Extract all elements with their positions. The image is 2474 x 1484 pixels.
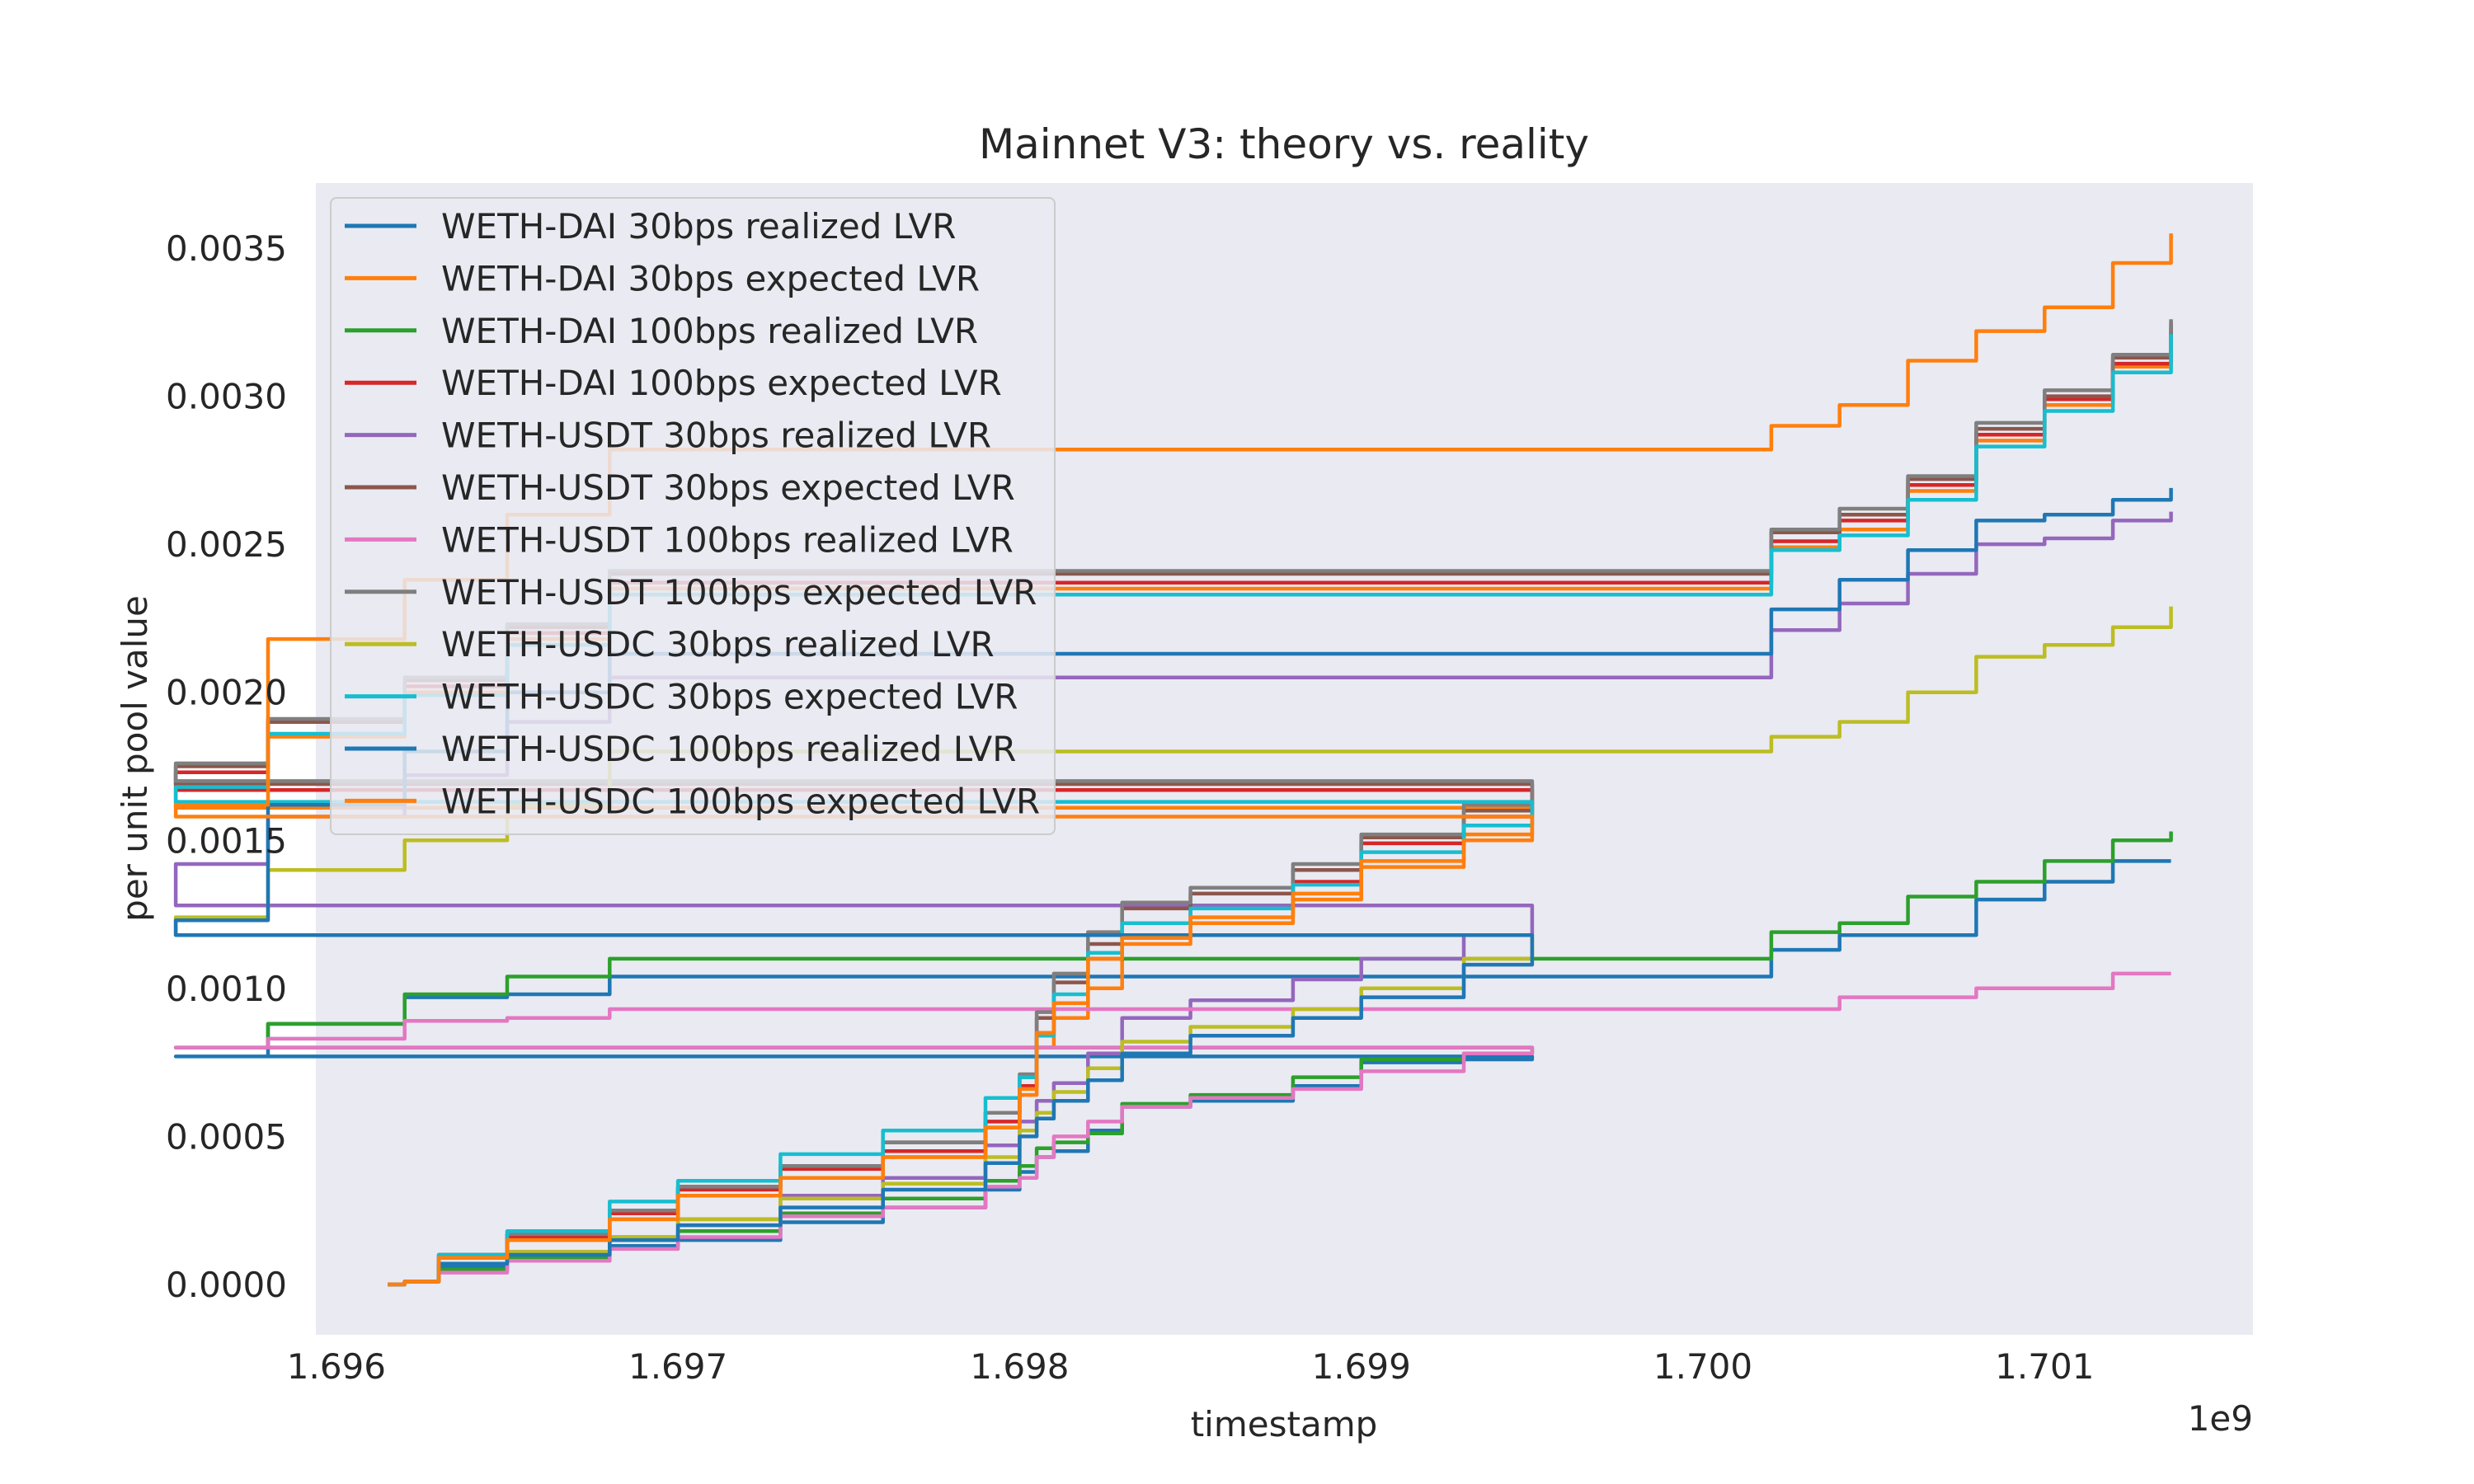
x-tick-labels: 1.696 1.697 1.698 1.699 1.700 1.701 [287, 1346, 2095, 1387]
chart-title: Mainnet V3: theory vs. reality [979, 120, 1589, 168]
x-tick-label: 1.697 [628, 1346, 727, 1387]
legend-box [330, 197, 1056, 835]
x-tick-label: 1.698 [970, 1346, 1069, 1387]
legend-label-1: WETH-DAI 30bps expected LVR [441, 258, 980, 298]
y-tick-label: 0.0015 [166, 820, 287, 861]
y-tick-label: 0.0000 [166, 1265, 287, 1305]
series-line-9 [173, 334, 2173, 1287]
y-tick-label: 0.0035 [166, 228, 287, 269]
legend-label-2: WETH-DAI 100bps realized LVR [441, 311, 978, 351]
y-tick-label: 0.0025 [166, 524, 287, 565]
y-tick-labels: 0.0000 0.0005 0.0010 0.0015 0.0020 0.0025 0.00… [166, 228, 287, 1305]
series-layer [173, 233, 2173, 1287]
legend-label-11: WETH-USDC 100bps expected LVR [441, 781, 1040, 821]
legend-label-0: WETH-DAI 30bps realized LVR [441, 206, 956, 247]
x-axis-label: timestamp [1191, 1404, 1378, 1444]
y-tick-label: 0.0010 [166, 969, 287, 1009]
x-tick-label: 1.699 [1312, 1346, 1411, 1387]
legend-label-9: WETH-USDC 30bps expected LVR [441, 677, 1018, 717]
legend-label-8: WETH-USDC 30bps realized LVR [441, 624, 995, 665]
series-line-6 [173, 971, 2171, 1287]
y-tick-label: 0.0020 [166, 673, 287, 713]
legend-label-7: WETH-USDT 100bps expected LVR [441, 572, 1037, 613]
y-tick-label: 0.0030 [166, 377, 287, 417]
x-tick-label: 1.700 [1653, 1346, 1752, 1387]
x-axis-offset-label: 1e9 [2188, 1398, 2253, 1439]
series-line-10 [173, 487, 2173, 1287]
legend-label-5: WETH-USDT 30bps expected LVR [441, 467, 1015, 508]
series-line-11 [173, 233, 2173, 1287]
x-tick-label: 1.701 [1995, 1346, 2094, 1387]
legend-label-3: WETH-DAI 100bps expected LVR [441, 363, 1002, 403]
legend: WETH-DAI 30bps realized LVR WETH-DAI 30bp… [330, 197, 1056, 835]
legend-label-4: WETH-USDT 30bps realized LVR [441, 416, 991, 456]
x-tick-label: 1.696 [287, 1346, 386, 1387]
legend-label-6: WETH-USDT 100bps realized LVR [441, 519, 1014, 560]
legend-label-10: WETH-USDC 100bps realized LVR [441, 729, 1016, 769]
y-axis-label: per unit pool value [115, 595, 155, 922]
y-tick-label: 0.0005 [166, 1116, 287, 1157]
legend-items: WETH-DAI 30bps realized LVR WETH-DAI 30bp… [345, 206, 1040, 821]
